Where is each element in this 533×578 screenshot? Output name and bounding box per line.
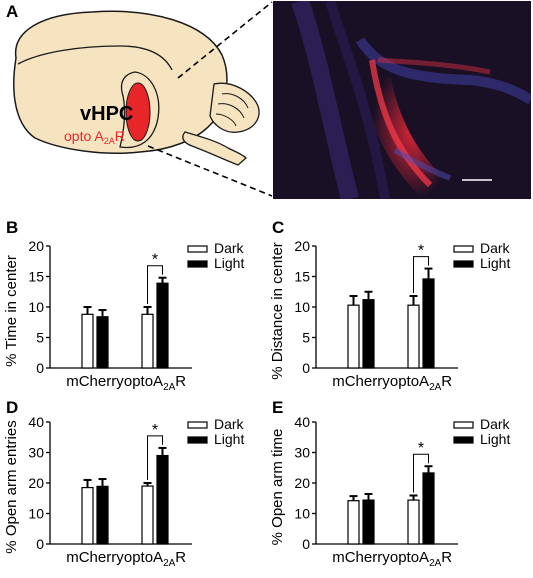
panel-b-letter: B [6, 218, 19, 237]
significance-bracket [147, 435, 163, 480]
legend-label-light: Light [214, 255, 244, 271]
chart-panel-c: 0 5 10 15 20 % Distance in center mCherry optoA… [269, 238, 511, 393]
legend-label-light: Light [480, 431, 510, 447]
x-category-label: optoA2AR [124, 549, 186, 569]
bar-dark [81, 313, 94, 369]
y-tick-label: 0 [36, 360, 44, 376]
bar-dark [141, 313, 154, 369]
legend-swatch-light [453, 260, 474, 268]
y-tick-label: 10 [28, 506, 44, 522]
panel-d-letter: D [6, 398, 19, 417]
significance-bracket [413, 256, 429, 294]
bar-light [96, 485, 109, 545]
legend-label-light: Light [214, 431, 244, 447]
y-axis-label: % Open arm entries [3, 420, 20, 553]
bar-light [156, 282, 169, 369]
y-tick-label: 0 [302, 536, 310, 552]
connector-line-top [177, 1, 273, 79]
y-tick-label: 10 [294, 506, 310, 522]
y-axis-label: % Distance in center [269, 242, 286, 380]
y-tick-label: 40 [28, 414, 44, 430]
micrograph [273, 1, 531, 199]
y-tick-label: 20 [28, 238, 44, 254]
legend-swatch-dark [187, 421, 208, 429]
region-label: vHPC [80, 103, 133, 125]
brainstem-shape [182, 131, 247, 166]
chart-panel-d: 0 10 20 30 40 % Open arm entries mCherry optoA2… [3, 414, 245, 569]
panel-e-letter: E [272, 398, 284, 417]
significance-star: * [152, 252, 158, 269]
y-tick-label: 5 [302, 330, 310, 346]
y-tick-label: 0 [36, 536, 44, 552]
x-category-label: mCherry [332, 373, 390, 390]
legend-swatch-dark [187, 245, 208, 253]
bar-dark [407, 304, 420, 369]
y-tick-label: 5 [36, 330, 44, 346]
bar-light [362, 299, 375, 369]
significance-star: * [152, 422, 158, 439]
bar-dark [81, 486, 94, 545]
legend-swatch-dark [453, 245, 474, 253]
injection-site [125, 82, 151, 142]
bar-dark [141, 485, 154, 545]
bar-dark [347, 304, 360, 369]
panel-a-letter: A [6, 2, 19, 21]
x-category-label: optoA2AR [390, 373, 452, 393]
y-tick-label: 30 [28, 445, 44, 461]
brain-cortex-shape [13, 10, 228, 154]
bar-light [422, 472, 435, 545]
significance-star: * [418, 243, 424, 260]
bar-light [156, 454, 169, 545]
significance-bracket [147, 265, 163, 304]
connector-line-bottom [147, 145, 273, 197]
legend-swatch-light [187, 436, 208, 444]
virus-label: opto A2AR [64, 128, 125, 146]
y-tick-label: 40 [294, 414, 310, 430]
y-tick-label: 10 [28, 299, 44, 315]
y-tick-label: 20 [294, 475, 310, 491]
legend-swatch-light [453, 436, 474, 444]
legend-label-dark: Dark [214, 240, 245, 256]
bar-light [422, 278, 435, 369]
x-category-label: optoA2AR [124, 373, 186, 393]
legend-label-dark: Dark [214, 416, 245, 432]
legend-label-dark: Dark [480, 416, 511, 432]
y-tick-label: 0 [302, 360, 310, 376]
y-tick-label: 20 [28, 475, 44, 491]
bar-dark [347, 500, 360, 545]
y-tick-label: 10 [294, 299, 310, 315]
legend-label-light: Light [480, 255, 510, 271]
y-tick-label: 15 [28, 269, 44, 285]
panel-c-letter: C [272, 218, 285, 237]
bar-light [362, 499, 375, 545]
y-tick-label: 30 [294, 445, 310, 461]
significance-star: * [418, 440, 424, 457]
bar-dark [407, 499, 420, 545]
x-category-label: mCherry [332, 549, 390, 566]
significance-bracket [413, 453, 429, 493]
bar-light [96, 316, 109, 369]
x-category-label: mCherry [66, 373, 124, 390]
legend-label-dark: Dark [480, 240, 511, 256]
brain-midline [17, 45, 173, 71]
chart-panel-b: 0 5 10 15 20 % Time in center mCherry optoA2AR *… [3, 238, 245, 393]
y-axis-label: % Open arm time [269, 429, 286, 546]
chart-panel-e: 0 10 20 30 40 % Open arm time mCherry optoA2AR *… [269, 414, 511, 569]
legend-swatch-light [187, 260, 208, 268]
y-axis-label: % Time in center [3, 255, 20, 367]
legend-swatch-dark [453, 421, 474, 429]
cerebellum-folia [215, 93, 249, 127]
x-category-label: mCherry [66, 549, 124, 566]
y-tick-label: 15 [294, 269, 310, 285]
panel-a-figure: vHPC opto A2AR [13, 1, 531, 199]
x-category-label: optoA2AR [390, 549, 452, 569]
y-tick-label: 20 [294, 238, 310, 254]
